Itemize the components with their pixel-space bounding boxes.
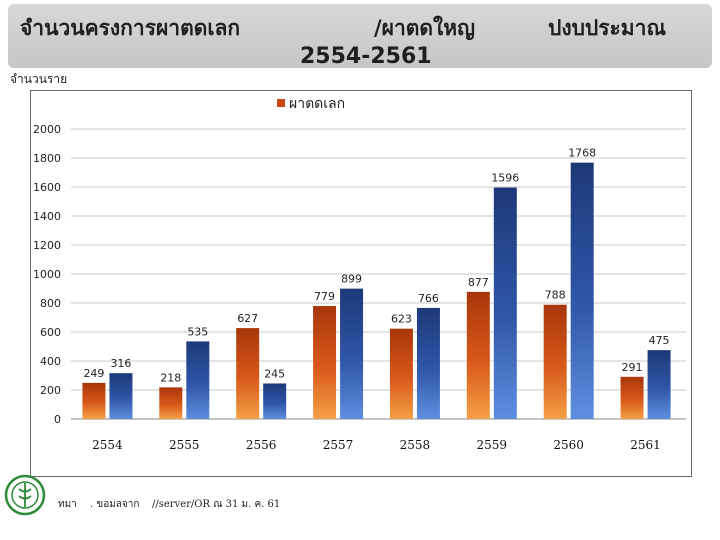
data-label: 779 xyxy=(314,290,335,303)
y-tick-label: 1400 xyxy=(33,210,61,223)
y-tick-label: 1800 xyxy=(33,152,61,165)
data-label: 623 xyxy=(391,313,412,326)
bar-major xyxy=(493,187,517,419)
bar-major xyxy=(570,162,594,419)
y-tick-label: 600 xyxy=(40,326,61,339)
data-label: 1596 xyxy=(491,172,519,185)
data-label: 535 xyxy=(187,325,208,338)
source-label: ทมา xyxy=(58,499,77,510)
title-main: จำนวนครงการผาตดเลก xyxy=(20,16,241,40)
bar-major xyxy=(340,288,364,419)
data-label: 245 xyxy=(264,367,285,380)
legend-swatch xyxy=(277,99,285,107)
y-tick-label: 0 xyxy=(54,413,61,426)
bar-minor xyxy=(466,291,490,419)
x-tick-label: 2555 xyxy=(169,438,200,452)
data-label: 475 xyxy=(649,334,670,347)
x-tick-label: 2554 xyxy=(92,438,123,452)
source-path: //server/OR ณ 31 ม. ค. 61 xyxy=(152,499,281,510)
bar-major xyxy=(263,383,287,419)
bar-chart: 249 316 218 535 627 245 779 899 623 766 877 1596 788… xyxy=(33,96,686,452)
bar-minor xyxy=(82,382,106,419)
tick-labels: 0 200 400 600 800 1000 1200 1400 1600 1800 2000 255… xyxy=(33,123,661,452)
y-tick-label: 200 xyxy=(40,384,61,397)
bars xyxy=(82,162,671,419)
bar-minor xyxy=(389,328,413,419)
bar-major xyxy=(416,307,440,419)
y-tick-label: 2000 xyxy=(33,123,61,136)
data-label: 627 xyxy=(237,312,258,325)
data-label: 877 xyxy=(468,276,489,289)
bar-minor xyxy=(313,306,337,419)
data-label: 788 xyxy=(545,289,566,302)
x-tick-label: 2560 xyxy=(553,438,584,452)
x-tick-label: 2557 xyxy=(323,438,354,452)
bar-major xyxy=(647,350,671,419)
x-tick-label: 2559 xyxy=(477,438,508,452)
bar-minor xyxy=(543,304,567,419)
data-label: 249 xyxy=(83,367,104,380)
y-tick-label: 1600 xyxy=(33,181,61,194)
title-budget: ปงบประมาณ xyxy=(548,16,666,40)
legend: ผาตดเลก xyxy=(277,96,345,112)
title-banner: จำนวนครงการผาตดเลก /ผาตดใหญ ปงบประมาณ 25… xyxy=(8,4,712,69)
bar-minor xyxy=(159,387,183,419)
data-label: 1768 xyxy=(568,147,596,160)
ministry-logo xyxy=(4,474,46,516)
title-years: 2554-2561 xyxy=(300,44,432,69)
data-label: 218 xyxy=(160,371,181,384)
bar-minor xyxy=(236,328,260,419)
bar-major xyxy=(109,373,133,419)
x-tick-label: 2558 xyxy=(400,438,431,452)
y-tick-label: 400 xyxy=(40,355,61,368)
title-major: /ผาตดใหญ xyxy=(374,16,476,40)
chart-frame: 249 316 218 535 627 245 779 899 623 766 877 1596 788… xyxy=(30,90,692,477)
x-tick-label: 2556 xyxy=(246,438,277,452)
legend-label: ผาตดเลก xyxy=(289,96,345,112)
x-tick-label: 2561 xyxy=(630,438,661,452)
y-tick-label: 1000 xyxy=(33,268,61,281)
source-from: . ขอมลจาก xyxy=(90,499,140,510)
data-labels: 249 316 218 535 627 245 779 899 623 766 877 1596 788… xyxy=(83,147,669,385)
y-tick-label: 1200 xyxy=(33,239,61,252)
data-label: 316 xyxy=(110,357,131,370)
y-axis-title: จำนวนราย xyxy=(10,72,68,86)
bar-minor xyxy=(620,376,644,419)
y-tick-label: 800 xyxy=(40,297,61,310)
data-label: 899 xyxy=(341,273,362,286)
data-label: 291 xyxy=(622,361,643,374)
data-label: 766 xyxy=(418,292,439,305)
bar-major xyxy=(186,341,210,419)
